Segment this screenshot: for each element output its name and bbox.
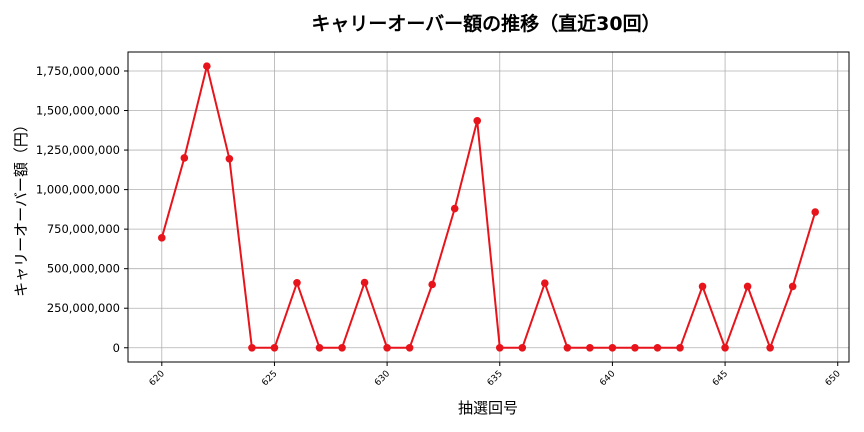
x-axis: 620 625 630 635 640 645 650 bbox=[148, 362, 843, 388]
y-tick-label: 1,500,000,000 bbox=[36, 104, 120, 118]
data-point bbox=[270, 343, 279, 352]
data-point bbox=[676, 343, 684, 352]
data-point bbox=[157, 234, 166, 242]
data-point bbox=[315, 343, 324, 352]
data-point bbox=[338, 343, 346, 352]
y-axis: 0 250,000,000 500,000,000 750,000,000 1,000,… bbox=[36, 64, 128, 355]
data-point bbox=[608, 343, 617, 352]
data-point bbox=[450, 204, 459, 213]
data-point bbox=[788, 282, 797, 291]
y-tick-label: 500,000,000 bbox=[47, 262, 120, 276]
data-point bbox=[518, 343, 527, 352]
data-point bbox=[293, 278, 301, 287]
x-tick-label: 630 bbox=[373, 369, 392, 388]
data-point bbox=[586, 343, 594, 352]
x-axis-label: 抽選回号 bbox=[458, 399, 518, 417]
data-point bbox=[495, 343, 504, 352]
data-point bbox=[811, 208, 820, 216]
y-tick-label: 1,000,000,000 bbox=[36, 183, 120, 197]
data-point bbox=[743, 282, 752, 291]
data-point bbox=[563, 343, 572, 352]
x-tick-label: 650 bbox=[824, 369, 843, 388]
data-point bbox=[405, 343, 414, 352]
data-point bbox=[248, 343, 256, 352]
y-tick-label: 1,250,000,000 bbox=[36, 143, 120, 157]
x-tick-label: 645 bbox=[711, 369, 730, 388]
data-point bbox=[631, 343, 639, 352]
data-point bbox=[225, 154, 234, 163]
series-line bbox=[160, 65, 817, 349]
y-tick-label: 750,000,000 bbox=[47, 222, 120, 236]
y-axis-label: キャリーオーバー額（円） bbox=[12, 117, 30, 297]
chart-title: キャリーオーバー額の推移（直近30回） bbox=[311, 12, 660, 35]
data-point bbox=[428, 280, 436, 289]
grid bbox=[128, 52, 849, 362]
x-tick-label: 625 bbox=[260, 369, 279, 388]
data-point bbox=[383, 343, 391, 352]
data-point bbox=[653, 343, 662, 352]
plot-area bbox=[127, 51, 850, 363]
data-point bbox=[180, 154, 189, 162]
data-point bbox=[473, 117, 482, 125]
x-tick-label: 635 bbox=[486, 369, 505, 388]
data-point bbox=[766, 343, 774, 352]
y-tick-label: 250,000,000 bbox=[47, 301, 120, 315]
data-point bbox=[698, 282, 707, 291]
data-point bbox=[541, 279, 549, 288]
data-point bbox=[203, 62, 211, 71]
series bbox=[157, 62, 820, 352]
x-tick-label: 640 bbox=[598, 369, 617, 388]
data-point bbox=[360, 278, 369, 287]
x-tick-label: 620 bbox=[148, 369, 167, 388]
y-tick-label: 1,750,000,000 bbox=[36, 64, 120, 78]
data-point bbox=[721, 343, 729, 352]
y-tick-label: 0 bbox=[113, 341, 120, 355]
